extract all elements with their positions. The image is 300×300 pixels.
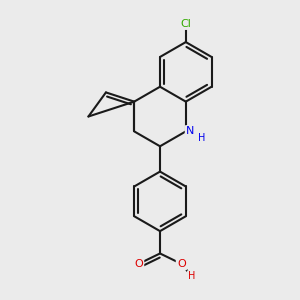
Text: H: H: [188, 272, 196, 281]
Text: O: O: [177, 259, 186, 269]
Text: Cl: Cl: [180, 19, 191, 28]
Text: O: O: [134, 259, 143, 269]
Text: H: H: [198, 133, 205, 143]
Text: N: N: [186, 126, 194, 136]
